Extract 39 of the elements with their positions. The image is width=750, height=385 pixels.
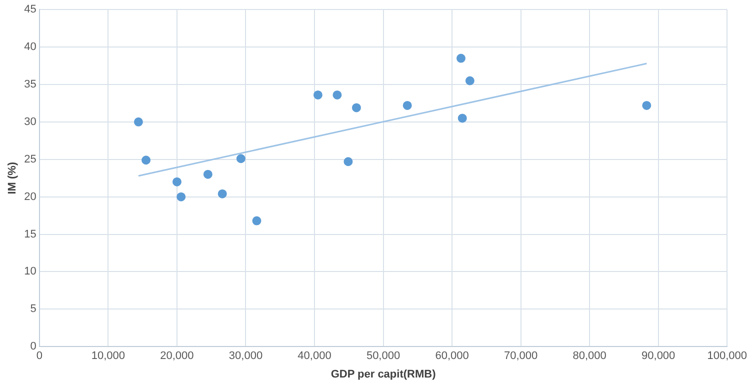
point <box>218 189 227 198</box>
point <box>465 76 474 86</box>
y-axis-title: IM (%) <box>6 162 19 194</box>
x-tick-label: 10,000 <box>91 350 126 362</box>
point <box>203 170 212 179</box>
point <box>402 100 412 110</box>
point <box>642 100 652 110</box>
x-axis-title: GDP per capit(RMB) <box>330 368 436 380</box>
point <box>134 117 143 126</box>
point <box>456 54 466 63</box>
point <box>344 157 353 166</box>
x-tick-label: 50,000 <box>366 350 400 362</box>
point <box>313 90 322 100</box>
y-tick-label: 25 <box>24 153 36 166</box>
point <box>252 216 262 226</box>
x-tick-label: 90,000 <box>642 350 676 362</box>
x-tick-label: 30,000 <box>228 350 263 362</box>
y-tick-label: 0 <box>30 340 36 353</box>
point <box>458 114 467 123</box>
x-tick-label: 100,000 <box>707 350 747 362</box>
x-tick-label: 40,000 <box>298 350 332 362</box>
point <box>176 192 186 202</box>
y-tick-label: 20 <box>24 190 36 203</box>
y-tick-label: 10 <box>24 266 36 278</box>
point <box>142 156 151 165</box>
y-tick-label: 30 <box>24 116 36 128</box>
y-tick-label: 35 <box>24 78 36 91</box>
x-tick-label: 60,000 <box>435 350 469 362</box>
point <box>172 177 182 186</box>
point <box>332 90 342 100</box>
x-tick-label: 80,000 <box>572 350 606 362</box>
y-tick-label: 15 <box>24 228 36 240</box>
y-tick-label: 45 <box>24 4 36 16</box>
y-tick-label: 40 <box>24 41 36 54</box>
x-tick-label: 70,000 <box>504 350 538 362</box>
point <box>236 154 246 164</box>
point <box>352 103 361 112</box>
x-tick-label: 20,000 <box>160 350 194 362</box>
y-tick-label: 5 <box>30 303 36 316</box>
